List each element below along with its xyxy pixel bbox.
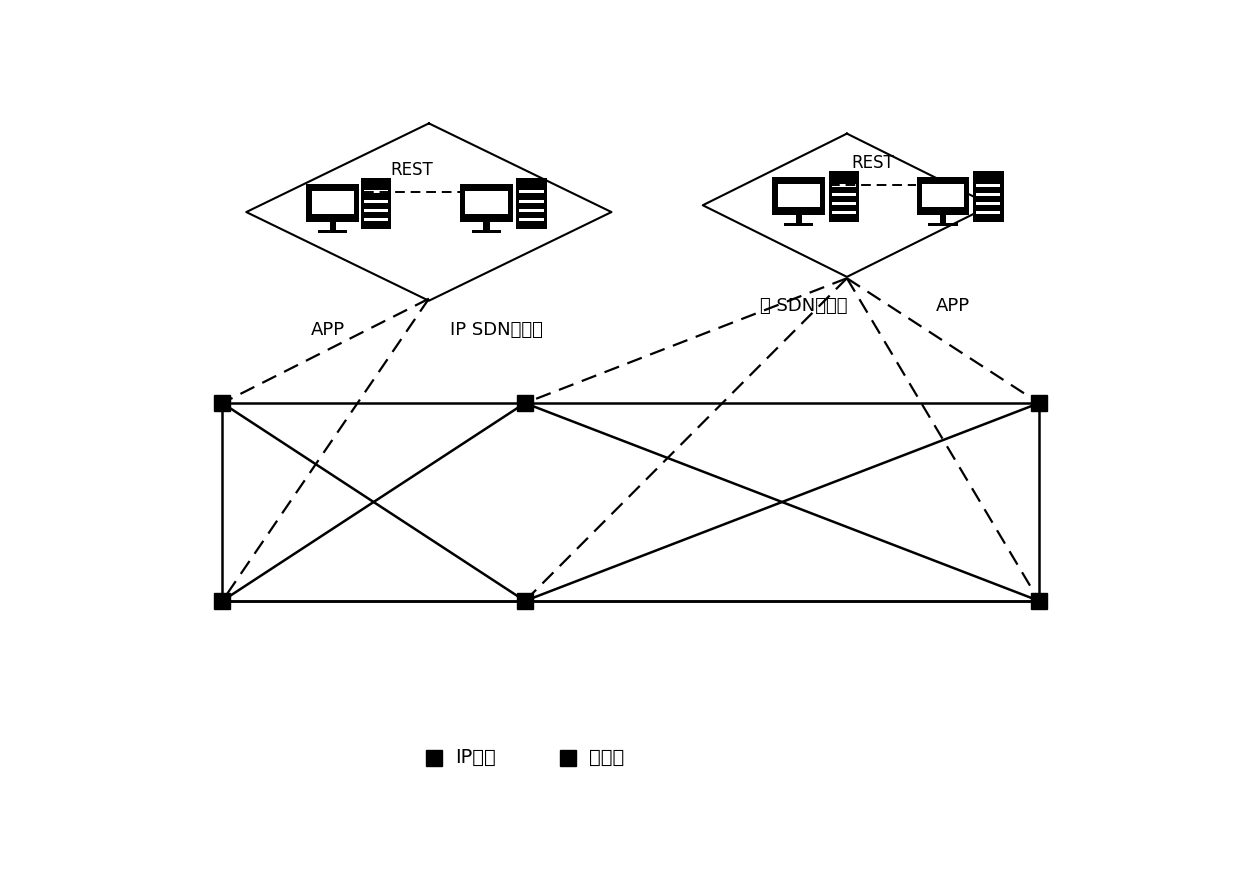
Bar: [976, 183, 1001, 187]
Bar: [976, 202, 1001, 205]
Bar: [363, 218, 388, 222]
Bar: [832, 211, 857, 214]
Bar: [777, 184, 820, 207]
Bar: [832, 183, 857, 187]
Bar: [973, 171, 1003, 222]
Text: IP设备: IP设备: [455, 749, 496, 767]
Bar: [472, 230, 501, 233]
Bar: [773, 177, 826, 215]
Bar: [363, 199, 388, 203]
Bar: [516, 177, 547, 229]
Bar: [484, 222, 490, 230]
Bar: [976, 211, 1001, 214]
Bar: [330, 222, 336, 230]
Bar: [319, 230, 347, 233]
Bar: [785, 223, 813, 226]
Bar: [832, 202, 857, 205]
Bar: [465, 190, 507, 214]
Text: APP: APP: [935, 298, 970, 315]
Text: 光 SDN控制器: 光 SDN控制器: [760, 298, 847, 315]
Bar: [361, 177, 392, 229]
Bar: [363, 209, 388, 212]
Bar: [916, 177, 970, 215]
Bar: [520, 199, 544, 203]
Bar: [976, 193, 1001, 196]
Text: REST: REST: [852, 154, 894, 173]
Bar: [520, 190, 544, 193]
Bar: [363, 190, 388, 193]
Bar: [460, 184, 513, 222]
Bar: [520, 209, 544, 212]
Text: IP SDN控制器: IP SDN控制器: [450, 322, 543, 339]
Text: 光设备: 光设备: [589, 749, 625, 767]
Text: REST: REST: [391, 161, 433, 179]
Bar: [940, 215, 946, 223]
Bar: [921, 184, 965, 207]
Bar: [832, 193, 857, 196]
Bar: [306, 184, 360, 222]
Bar: [929, 223, 957, 226]
Bar: [796, 215, 802, 223]
Bar: [828, 171, 859, 222]
Text: APP: APP: [311, 322, 345, 339]
Bar: [311, 190, 353, 214]
Bar: [520, 218, 544, 222]
